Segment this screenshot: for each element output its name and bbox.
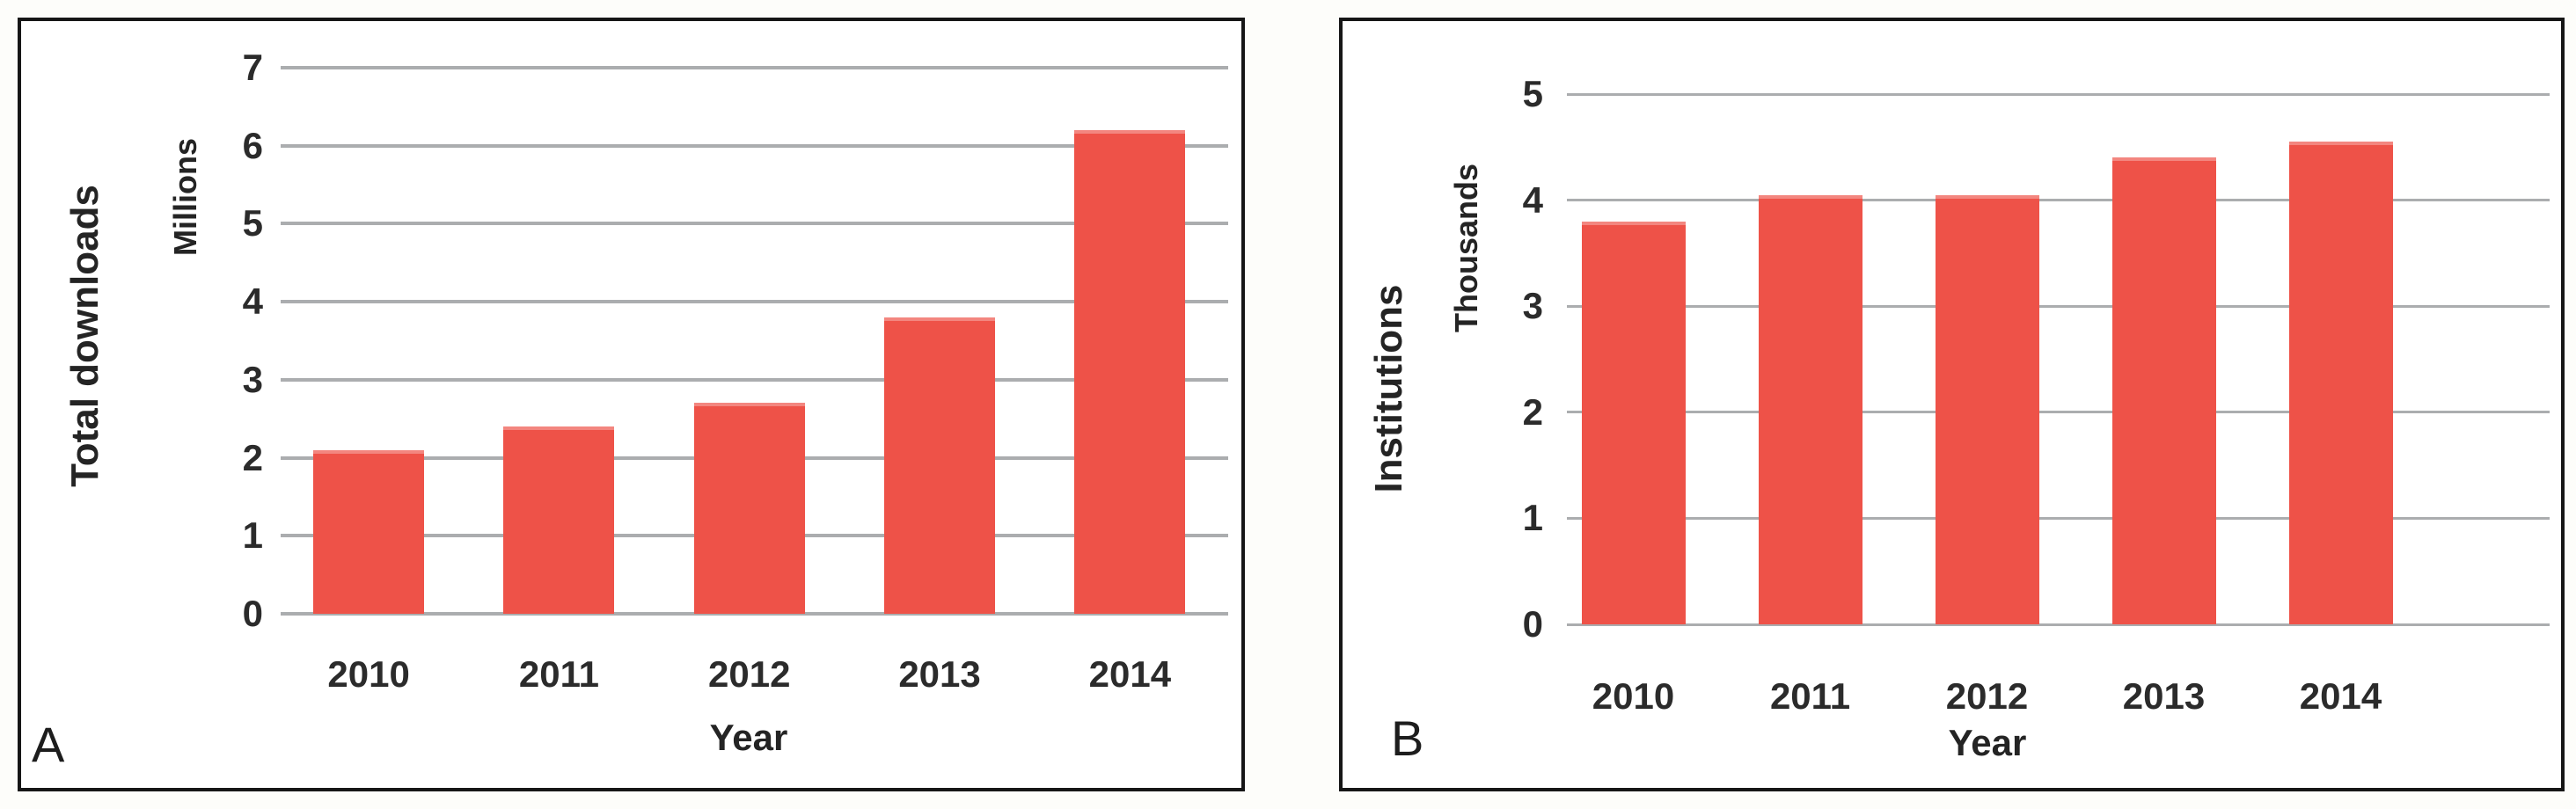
y-tick-label: 1: [242, 514, 263, 557]
y-tick-label: 6: [242, 124, 263, 166]
y-tick-label: 5: [242, 202, 263, 244]
gridline: [1567, 92, 2550, 96]
gridline: [1567, 304, 2550, 308]
y-tick-label: 2: [242, 436, 263, 478]
bar-2011: [1758, 194, 1862, 624]
bar-2010: [1581, 221, 1686, 624]
y-tick-label: 0: [1522, 603, 1543, 645]
y-tick-label: 3: [1522, 285, 1543, 327]
bar-2013: [884, 317, 996, 614]
chart-panel-b: 0 1 2 3 4 5 2010 2011 2012 2013 2014 Institutions …: [1339, 18, 2565, 791]
gridline: [1567, 411, 2550, 414]
y-tick-label: 2: [1522, 390, 1543, 433]
x-tick-label: 2010: [1592, 675, 1675, 717]
y-tick-label: 5: [1522, 73, 1543, 114]
bar-2013: [2111, 157, 2216, 624]
x-tick-label: 2012: [708, 653, 791, 695]
bar-2010: [313, 449, 425, 614]
x-tick-label: 2010: [327, 653, 410, 695]
gridline: [1567, 516, 2550, 520]
x-tick-label: 2011: [1769, 675, 1851, 717]
gridline: [281, 222, 1228, 226]
bar-2014: [1074, 129, 1186, 614]
gridline: [1567, 623, 2550, 626]
chart-panel-a: 0 1 2 3 4 5 6 7 2010 2011 2012 2013 2014 Total downl…: [18, 18, 1245, 791]
x-tick-label: 2011: [518, 653, 599, 695]
x-axis-title: Year: [1948, 722, 2027, 763]
gridline: [281, 300, 1228, 304]
y-tick-label: 7: [242, 47, 263, 88]
y-axis-unit-label: Thousands: [1448, 163, 1484, 333]
plot-area: 0 1 2 3 4 5 6 7 2010 2011 2012 2013 2014: [21, 21, 1241, 788]
bar-2012: [693, 403, 805, 614]
gridline: [281, 612, 1228, 616]
x-tick-label: 2012: [1945, 675, 2029, 717]
x-tick-label: 2013: [898, 653, 981, 695]
x-axis-title: Year: [709, 717, 788, 758]
bar-2012: [1935, 194, 2039, 624]
bar-2014: [2288, 142, 2393, 624]
plot-area: 0 1 2 3 4 5 2010 2011 2012 2013 2014: [1343, 21, 2561, 788]
gridline: [281, 66, 1228, 69]
y-tick-label: 4: [1522, 179, 1543, 221]
y-tick-label: 3: [242, 358, 263, 400]
y-axis-title: Institutions: [1367, 284, 1410, 493]
gridline: [281, 377, 1228, 382]
y-tick-label: 1: [1522, 497, 1543, 539]
x-tick-label: 2013: [2122, 675, 2206, 717]
gridline: [1567, 199, 2550, 202]
x-tick-label: 2014: [1088, 653, 1172, 695]
gridline: [281, 143, 1228, 148]
y-axis-unit-label: Millions: [167, 138, 203, 256]
x-tick-label: 2014: [2299, 675, 2382, 717]
y-axis-title: Total downloads: [63, 185, 106, 487]
y-tick-label: 4: [242, 281, 263, 323]
bar-2011: [503, 426, 615, 614]
y-tick-label: 0: [242, 593, 263, 634]
panel-letter: B: [1391, 711, 1424, 766]
panel-letter: A: [32, 717, 65, 772]
